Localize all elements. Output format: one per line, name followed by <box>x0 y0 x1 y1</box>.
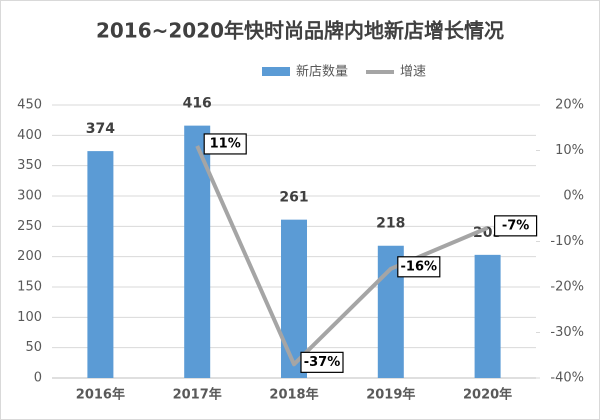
chart-title: 2016~2020年快时尚品牌内地新店增长情况 <box>96 19 504 43</box>
legend-label: 新店数量 <box>296 64 348 80</box>
y2-tick-label: -40% <box>550 371 584 386</box>
y2-tick-label: 20% <box>555 98 584 113</box>
x-tick-label: 2019年 <box>366 387 415 403</box>
value-label: -7% <box>502 218 529 233</box>
value-label-box <box>397 256 441 278</box>
y-tick-label: 450 <box>17 98 42 113</box>
y-tick-label: 400 <box>17 128 42 143</box>
y-tick-label: 250 <box>17 219 42 234</box>
y2-tick-label: -30% <box>550 325 584 340</box>
y2-tick-label: 10% <box>555 143 584 158</box>
y-tick-label: 0 <box>34 371 42 386</box>
x-tick-label: 2016年 <box>76 387 125 403</box>
y2-tick-label: 0% <box>563 189 584 204</box>
data-label: 416 <box>183 96 212 112</box>
data-label: 218 <box>376 216 405 232</box>
value-label: -16% <box>401 259 438 274</box>
legend-swatch <box>262 67 290 76</box>
x-tick-label: 2020年 <box>463 387 512 403</box>
y-tick-label: 300 <box>17 189 42 204</box>
x-tick-label: 2018年 <box>269 387 318 403</box>
value-label-box <box>494 215 538 237</box>
y2-tick-label: -10% <box>550 234 584 249</box>
bar <box>87 151 114 378</box>
x-tick-label: 2017年 <box>173 387 222 403</box>
value-label-box <box>300 351 344 373</box>
value-label: 11% <box>210 136 241 151</box>
y-tick-label: 100 <box>17 310 42 325</box>
data-label: 261 <box>279 190 308 206</box>
line <box>195 145 489 367</box>
y-tick-label: 350 <box>17 158 42 173</box>
y-tick-label: 50 <box>25 340 42 355</box>
value-label: -37% <box>304 355 341 370</box>
y2-tick-label: -20% <box>550 280 584 295</box>
y-tick-label: 200 <box>17 249 42 264</box>
bar <box>474 254 501 378</box>
value-label-box <box>203 133 247 155</box>
bar <box>281 219 307 378</box>
legend-label: 增速 <box>400 65 426 80</box>
y-tick-label: 150 <box>17 280 42 295</box>
data-label: 374 <box>86 121 115 137</box>
